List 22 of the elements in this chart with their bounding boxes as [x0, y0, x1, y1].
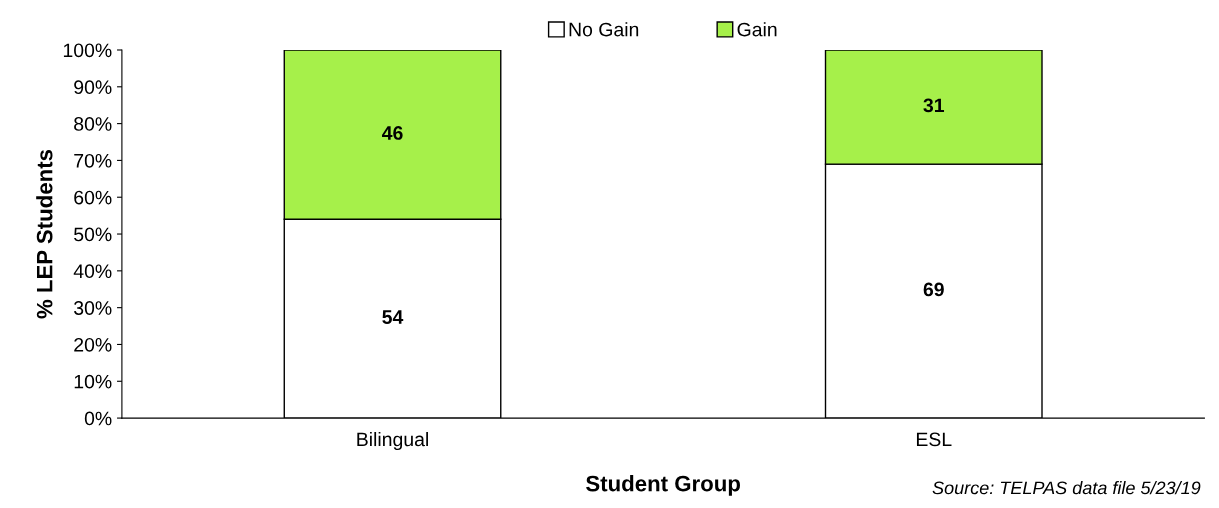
data-label: 31 — [923, 98, 945, 113]
x-tick-label: Bilingual — [357, 431, 428, 451]
y-tick-label: 60% — [74, 190, 112, 205]
y-tick-label: 10% — [74, 374, 112, 389]
y-tick-label: 0% — [84, 411, 112, 426]
x-axis-title: Student Group — [586, 475, 740, 496]
y-axis-title: % LEP Students — [36, 149, 53, 319]
y-tick-label: 40% — [73, 264, 112, 279]
y-tick-label: 70% — [74, 153, 112, 168]
legend-label: Gain — [737, 22, 777, 37]
data-label: 46 — [382, 126, 403, 140]
y-tick-label: 100% — [63, 43, 112, 58]
x-tick-label: ESL — [916, 432, 952, 447]
y-tick-label: 80% — [74, 117, 112, 131]
legend-label: No Gain — [569, 22, 639, 37]
data-label: 54 — [382, 310, 404, 324]
y-tick-label: 30% — [74, 301, 112, 315]
y-tick-label: 90% — [74, 80, 112, 95]
y-tick-label: 20% — [74, 337, 112, 352]
y-tick-label: 50% — [74, 227, 112, 242]
source-note: Source: TELPAS data file 5/23/19 — [932, 481, 1201, 495]
data-label: 69 — [923, 282, 944, 297]
